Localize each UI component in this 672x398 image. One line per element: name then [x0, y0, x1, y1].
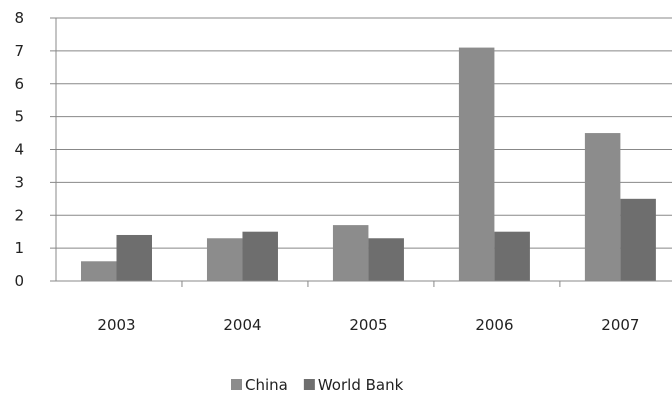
y-tick-label-8: 8 [14, 9, 24, 27]
x-tick-label-2004: 2004 [223, 316, 261, 334]
y-tick-label-7: 7 [14, 42, 24, 60]
gridlines [50, 17, 672, 282]
bar-china-2003 [81, 261, 117, 281]
legend: China World Bank [231, 376, 404, 394]
legend-swatch-china [231, 379, 242, 390]
x-tick-label-2003: 2003 [97, 316, 135, 334]
legend-label-world-bank: World Bank [318, 376, 404, 394]
bar-china-2004 [206, 238, 243, 281]
bar-world-bank-2006 [494, 231, 530, 281]
x-tick-label-2006: 2006 [475, 316, 513, 334]
bar-world-bank-2005 [368, 238, 404, 281]
axes [55, 18, 672, 282]
y-tick-label-2: 2 [14, 206, 24, 224]
y-tick-label-5: 5 [14, 108, 24, 126]
bar-china-2007 [584, 133, 621, 281]
y-tick-label-6: 6 [14, 75, 24, 93]
bar-world-bank-2007 [620, 198, 656, 281]
legend-label-china: China [245, 376, 288, 394]
x-tick-label-2005: 2005 [349, 316, 387, 334]
y-axis-tick-labels: 0 1 2 3 4 5 6 7 8 [14, 9, 24, 290]
bar-china-2005 [332, 225, 369, 281]
bar-world-bank-2003 [116, 234, 152, 281]
x-tick-label-2007: 2007 [601, 316, 639, 334]
y-tick-label-4: 4 [14, 141, 24, 159]
bar-china-2006 [458, 47, 495, 282]
y-tick-label-1: 1 [14, 239, 24, 257]
y-tick-label-3: 3 [14, 173, 24, 191]
legend-swatch-world-bank [303, 379, 315, 390]
x-axis-tick-labels: 2003 2004 2005 2006 2007 [97, 281, 639, 334]
bar-world-bank-2004 [242, 231, 278, 281]
bars [81, 47, 656, 282]
y-tick-label-0: 0 [14, 272, 24, 290]
